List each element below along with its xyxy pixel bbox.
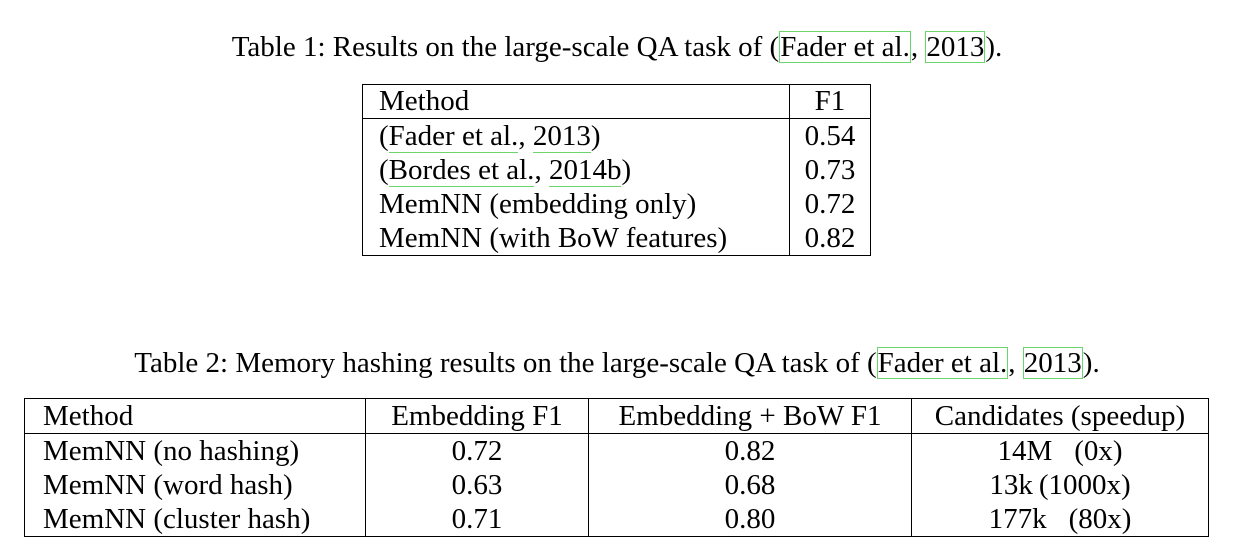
column-header-method: Method	[362, 84, 790, 119]
table1-caption-prefix: Table 1: Results on the large-scale QA t…	[231, 31, 780, 63]
embedding-bow-f1-cell: 0.80	[588, 502, 912, 537]
citation-sep: ,	[518, 119, 533, 152]
candidates-count: 13k	[989, 468, 1033, 501]
table1-caption: Table 1: Results on the large-scale QA t…	[0, 30, 1234, 64]
results-table: Method F1 (Fader et al., 2013) 0.54 (Bor…	[362, 84, 871, 256]
table2-caption-prefix: Table 2: Memory hashing results on the l…	[134, 347, 877, 379]
table1-caption-citation-sep: ,	[910, 31, 926, 63]
embedding-f1-cell: 0.71	[365, 502, 589, 537]
citation-sep: ,	[534, 153, 549, 186]
speedup-value: (80x)	[1068, 502, 1132, 535]
column-header-method: Method	[24, 398, 366, 434]
hashing-results-table: Method Embedding F1 Embedding + BoW F1 C…	[24, 398, 1209, 537]
method-prefix: (	[379, 119, 389, 152]
method-suffix: )	[621, 153, 632, 186]
table2-caption: Table 2: Memory hashing results on the l…	[0, 346, 1234, 380]
f1-cell: 0.54	[804, 119, 856, 152]
table-header-row: Method F1	[362, 84, 871, 119]
citation-year-link[interactable]: 2014b	[548, 153, 622, 187]
method-cell: (Bordes et al., 2014b)	[362, 153, 790, 187]
table1-caption-suffix: ).	[985, 31, 1003, 63]
candidates-cell: 177k (80x)	[912, 502, 1209, 537]
method-cell: MemNN (with BoW features)	[362, 221, 790, 256]
table-row: MemNN (word hash) 0.63 0.68 13k (1000x)	[24, 468, 1209, 502]
speedup-value: (0x)	[1074, 434, 1123, 467]
f1-cell: 0.82	[804, 221, 856, 254]
method-prefix: (	[379, 153, 389, 186]
embedding-bow-f1-cell: 0.82	[588, 433, 912, 468]
candidates-cell: 14M (0x)	[912, 434, 1209, 469]
citation-year-link[interactable]: 2013	[532, 119, 591, 153]
table-row: MemNN (cluster hash) 0.71 0.80 177k (80x)	[24, 502, 1209, 537]
method-cell: (Fader et al., 2013)	[362, 118, 790, 153]
table-row: (Fader et al., 2013) 0.54	[362, 118, 871, 153]
method-cell: MemNN (no hashing)	[24, 433, 366, 468]
column-header-f1: F1	[789, 84, 871, 119]
candidates-cell: 13k (1000x)	[912, 468, 1209, 502]
citation-author-link[interactable]: Fader et al.	[388, 119, 519, 153]
citation-author-link[interactable]: Bordes et al.	[388, 153, 535, 187]
table-row: MemNN (embedding only) 0.72	[362, 187, 871, 221]
column-header-embedding-f1: Embedding F1	[365, 398, 589, 434]
table1-caption-citation-year-link[interactable]: 2013	[926, 31, 985, 63]
table-header-row: Method Embedding F1 Embedding + BoW F1 C…	[24, 398, 1209, 434]
table-row: (Bordes et al., 2014b) 0.73	[362, 153, 871, 187]
method-suffix: )	[590, 119, 601, 152]
table1-caption-citation-author-link[interactable]: Fader et al.	[780, 31, 910, 63]
method-cell: MemNN (word hash)	[24, 468, 366, 502]
speedup-value: (1000x)	[1038, 468, 1131, 501]
table2-caption-citation-year-link[interactable]: 2013	[1023, 347, 1082, 379]
table2-caption-suffix: ).	[1082, 347, 1100, 379]
table-row: MemNN (with BoW features) 0.82	[362, 221, 871, 256]
embedding-bow-f1-cell: 0.68	[588, 468, 912, 502]
f1-cell: 0.72	[804, 187, 856, 220]
embedding-f1-cell: 0.63	[365, 468, 589, 502]
embedding-f1-cell: 0.72	[365, 433, 589, 468]
column-header-embedding-bow-f1: Embedding + BoW F1	[588, 398, 912, 434]
candidates-count: 177k	[988, 502, 1047, 535]
candidates-count: 14M	[997, 434, 1053, 467]
method-cell: MemNN (cluster hash)	[24, 502, 366, 537]
method-cell: MemNN (embedding only)	[362, 187, 790, 221]
column-header-candidates: Candidates (speedup)	[911, 398, 1209, 434]
table2-caption-citation-sep: ,	[1008, 347, 1023, 379]
table2-caption-citation-author-link[interactable]: Fader et al.	[877, 347, 1008, 379]
table-row: MemNN (no hashing) 0.72 0.82 14M (0x)	[24, 433, 1209, 469]
f1-cell: 0.73	[804, 153, 856, 186]
